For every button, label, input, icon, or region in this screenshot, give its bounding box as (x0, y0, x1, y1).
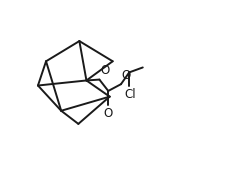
Text: O: O (122, 69, 131, 82)
Text: O: O (100, 64, 109, 78)
Text: O: O (103, 107, 112, 120)
Text: Cl: Cl (124, 88, 135, 101)
